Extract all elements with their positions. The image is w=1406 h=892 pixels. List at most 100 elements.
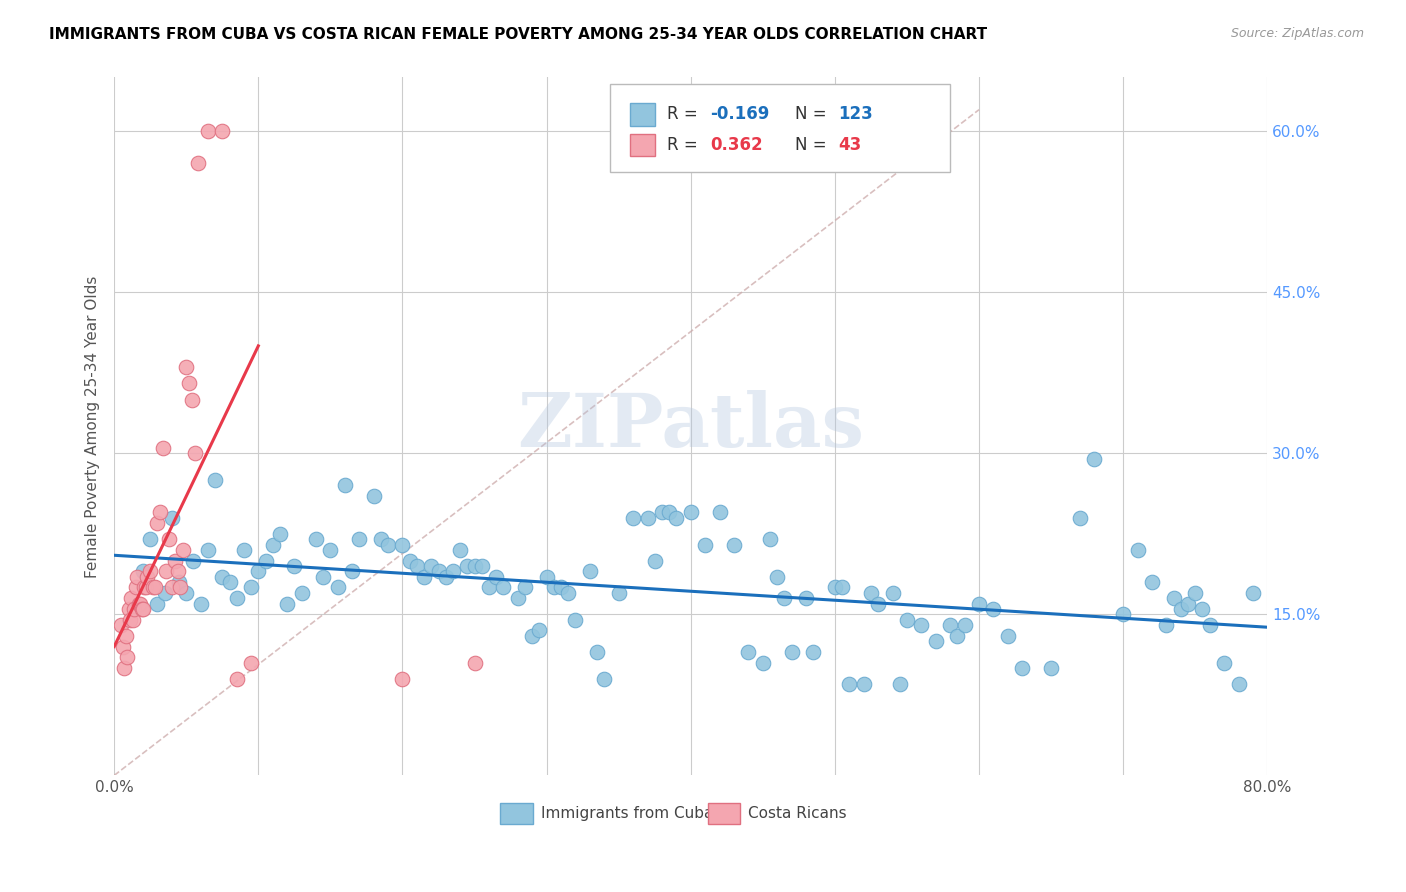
Point bbox=[128, 597, 150, 611]
Point bbox=[420, 559, 443, 574]
Point bbox=[737, 645, 759, 659]
Point bbox=[363, 489, 385, 503]
Point bbox=[211, 570, 233, 584]
Point bbox=[117, 602, 139, 616]
Point bbox=[801, 645, 824, 659]
Point bbox=[136, 570, 159, 584]
Point bbox=[665, 510, 688, 524]
Text: R =: R = bbox=[666, 105, 703, 123]
Point bbox=[179, 376, 201, 391]
Point bbox=[174, 586, 197, 600]
FancyBboxPatch shape bbox=[630, 134, 655, 156]
Point bbox=[967, 597, 990, 611]
Point bbox=[1191, 602, 1213, 616]
Point bbox=[290, 586, 312, 600]
Point bbox=[167, 575, 190, 590]
Point bbox=[564, 613, 586, 627]
Point bbox=[889, 677, 911, 691]
Text: N =: N = bbox=[794, 136, 831, 154]
Point bbox=[953, 618, 976, 632]
Point bbox=[254, 554, 277, 568]
Point bbox=[169, 581, 191, 595]
Point bbox=[146, 597, 169, 611]
Point bbox=[413, 570, 436, 584]
Point bbox=[464, 559, 486, 574]
Point bbox=[557, 586, 579, 600]
Point bbox=[637, 510, 659, 524]
Point bbox=[464, 656, 486, 670]
Text: -0.169: -0.169 bbox=[710, 105, 769, 123]
Point bbox=[406, 559, 429, 574]
Y-axis label: Female Poverty Among 25-34 Year Olds: Female Poverty Among 25-34 Year Olds bbox=[86, 276, 100, 578]
Point bbox=[983, 602, 1005, 616]
Point bbox=[124, 602, 146, 616]
Point bbox=[946, 629, 969, 643]
Point bbox=[824, 581, 846, 595]
Point bbox=[110, 618, 132, 632]
Point bbox=[485, 570, 508, 584]
Point bbox=[1177, 597, 1199, 611]
Point bbox=[529, 624, 551, 638]
Point bbox=[142, 581, 165, 595]
Point bbox=[211, 124, 233, 138]
Point bbox=[868, 597, 890, 611]
Point bbox=[1198, 618, 1220, 632]
Point bbox=[149, 505, 172, 519]
Point bbox=[160, 510, 183, 524]
Point bbox=[522, 629, 544, 643]
Point bbox=[398, 554, 420, 568]
Point bbox=[312, 570, 335, 584]
Point bbox=[118, 613, 141, 627]
Point bbox=[349, 532, 371, 546]
Point bbox=[134, 581, 156, 595]
Point bbox=[391, 672, 413, 686]
Point bbox=[163, 554, 186, 568]
Point bbox=[658, 505, 681, 519]
Point bbox=[939, 618, 962, 632]
Point bbox=[240, 581, 263, 595]
Point bbox=[183, 554, 205, 568]
Point bbox=[882, 586, 904, 600]
Point bbox=[197, 124, 219, 138]
Point bbox=[550, 581, 572, 595]
Point bbox=[723, 537, 745, 551]
Text: 123: 123 bbox=[838, 105, 873, 123]
Point bbox=[181, 392, 204, 407]
Point bbox=[644, 554, 666, 568]
Point bbox=[441, 565, 464, 579]
Point bbox=[449, 542, 471, 557]
Point bbox=[232, 542, 254, 557]
Point bbox=[225, 591, 247, 606]
Point bbox=[586, 645, 609, 659]
Point bbox=[204, 473, 226, 487]
Point bbox=[471, 559, 494, 574]
Point bbox=[651, 505, 673, 519]
Point bbox=[114, 629, 136, 643]
Point bbox=[1241, 586, 1264, 600]
Point bbox=[794, 591, 817, 606]
Point bbox=[838, 677, 860, 691]
Point bbox=[1083, 451, 1105, 466]
Text: N =: N = bbox=[794, 105, 831, 123]
Point bbox=[1156, 618, 1178, 632]
Point bbox=[269, 526, 291, 541]
Point bbox=[143, 581, 166, 595]
Point bbox=[125, 581, 148, 595]
Point bbox=[492, 581, 515, 595]
Point bbox=[456, 559, 478, 574]
Point bbox=[766, 570, 789, 584]
Text: IMMIGRANTS FROM CUBA VS COSTA RICAN FEMALE POVERTY AMONG 25-34 YEAR OLDS CORRELA: IMMIGRANTS FROM CUBA VS COSTA RICAN FEMA… bbox=[49, 27, 987, 42]
Point bbox=[132, 565, 155, 579]
Text: 43: 43 bbox=[838, 136, 862, 154]
Point bbox=[377, 537, 399, 551]
Point bbox=[513, 581, 536, 595]
Point bbox=[852, 677, 875, 691]
Point bbox=[1140, 575, 1163, 590]
Point bbox=[1170, 602, 1192, 616]
Point bbox=[536, 570, 558, 584]
Text: Immigrants from Cuba: Immigrants from Cuba bbox=[541, 806, 713, 822]
Point bbox=[276, 597, 298, 611]
Point bbox=[1213, 656, 1236, 670]
Point bbox=[896, 613, 918, 627]
Point bbox=[157, 532, 180, 546]
